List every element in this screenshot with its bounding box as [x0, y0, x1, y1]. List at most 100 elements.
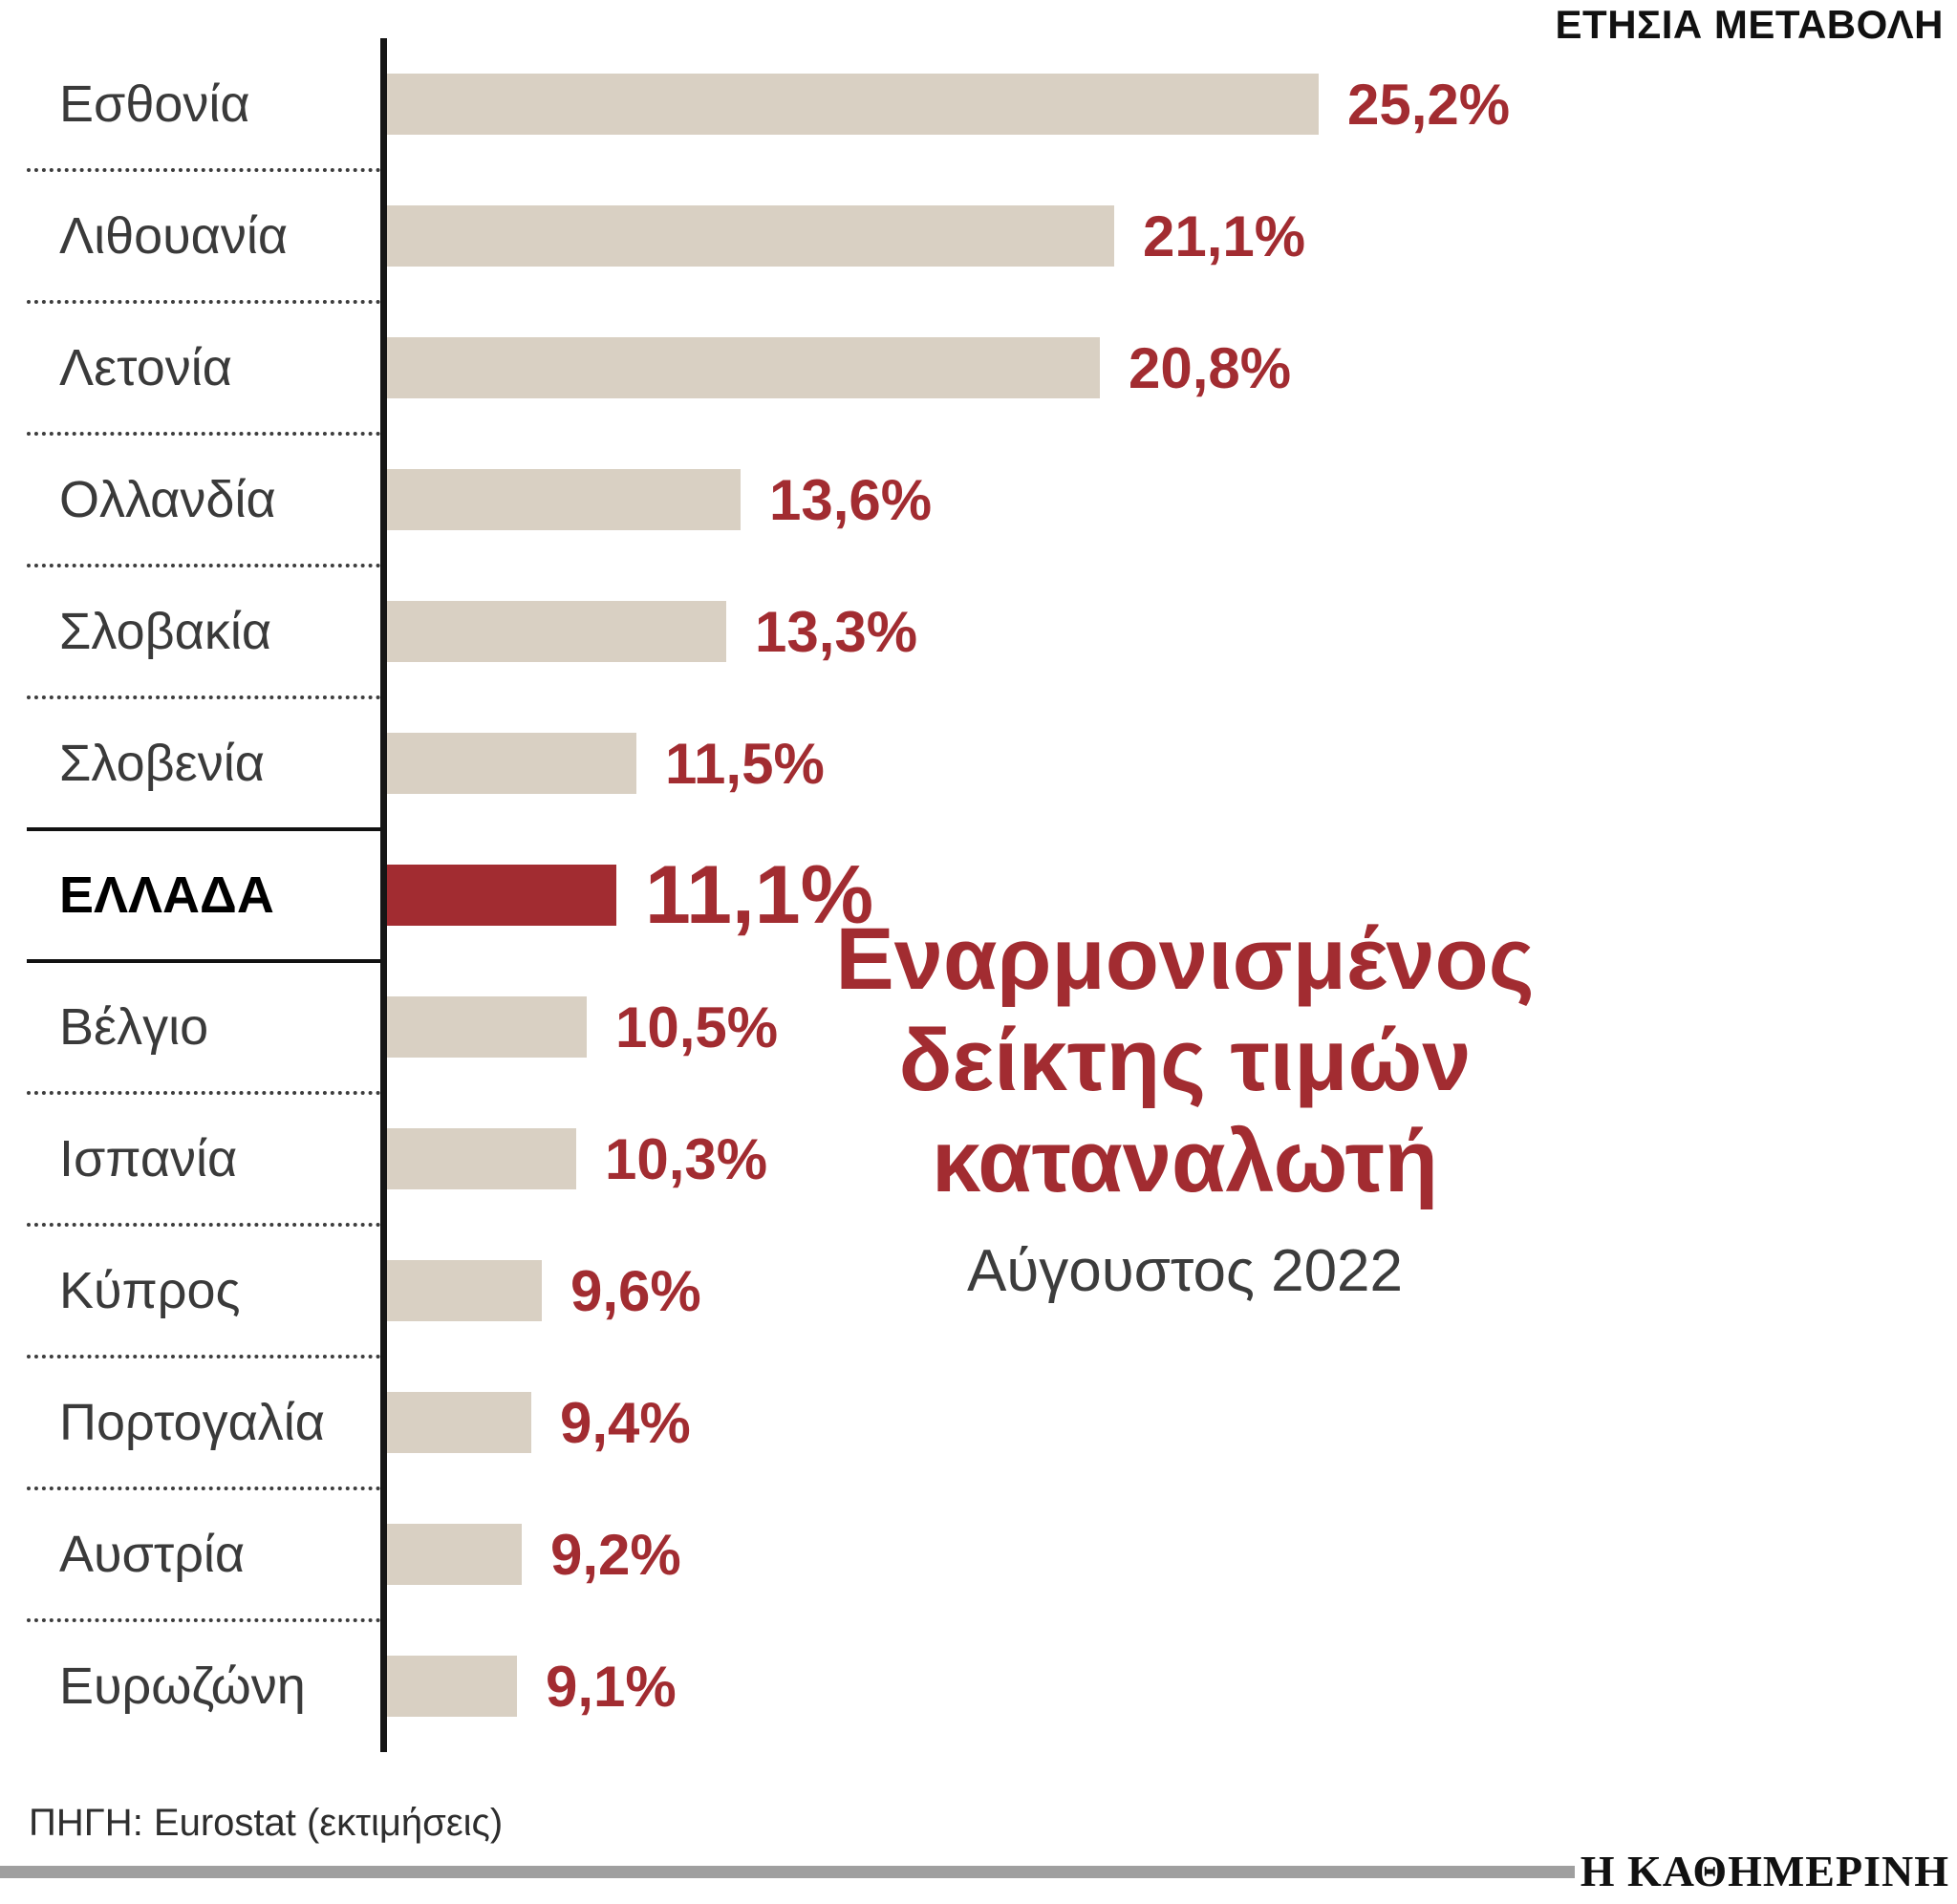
chart-row: Λετονία 20,8% — [0, 302, 1957, 436]
bar-cell: 20,8% — [380, 302, 1957, 434]
label-cell: Ισπανία — [0, 1093, 380, 1225]
brand-logo: Η ΚΑΘΗΜΕΡΙΝΗ — [1580, 1847, 1949, 1895]
source-note: ΠΗΓΗ: Eurostat (εκτιμήσεις) — [29, 1802, 504, 1844]
value-label: 25,2% — [1347, 72, 1511, 137]
chart-title-line-3: καταναλωτή — [931, 1112, 1439, 1210]
label-cell: Πορτογαλία — [0, 1357, 380, 1488]
chart-row: Ευρωζώνη 9,1% — [0, 1620, 1957, 1752]
chart-row: Κύπρος 9,6% — [0, 1225, 1957, 1358]
value-label: 20,8% — [1129, 335, 1292, 400]
chart-row: Σλοβακία 13,3% — [0, 566, 1957, 699]
label-cell: Ευρωζώνη — [0, 1620, 380, 1752]
bar-cell: 25,2% — [380, 38, 1957, 170]
country-label: Λιθουανία — [59, 207, 289, 265]
country-label: Σλοβακία — [59, 603, 272, 660]
value-bar — [387, 1524, 522, 1585]
chart-row: Ισπανία 10,3% — [0, 1093, 1957, 1227]
row-separator — [27, 1223, 380, 1227]
country-label: Κύπρος — [59, 1262, 241, 1319]
value-label: 9,4% — [560, 1390, 691, 1455]
chart-title-line-2: δείκτης τιμών — [898, 1011, 1472, 1109]
chart-row: Βέλγιο 10,5% — [0, 961, 1957, 1095]
country-label: Αυστρία — [59, 1526, 246, 1583]
bar-cell: 10,5% — [380, 961, 1957, 1093]
bar-cell: 13,6% — [380, 434, 1957, 566]
label-cell: Ολλανδία — [0, 434, 380, 566]
country-label: ΕΛΛΑΔΑ — [59, 866, 274, 924]
row-separator — [27, 564, 380, 567]
chart-row: Πορτογαλία 9,4% — [0, 1357, 1957, 1490]
value-label: 21,1% — [1143, 203, 1306, 268]
value-label: 9,2% — [550, 1522, 681, 1587]
axis-note: ΕΤΗΣΙΑ ΜΕΤΑΒΟΛΗ — [1555, 2, 1944, 47]
country-label: Ολλανδία — [59, 471, 276, 528]
value-label: 10,5% — [615, 995, 779, 1059]
value-bar — [387, 1392, 531, 1453]
row-separator — [27, 1487, 380, 1490]
country-label: Ευρωζώνη — [59, 1658, 306, 1715]
chart-title-line-1: Εναρμονισμένος — [835, 910, 1535, 1008]
label-cell: Εσθονία — [0, 38, 380, 170]
row-separator — [27, 959, 380, 963]
chart-row: Σλοβενία 11,5% — [0, 697, 1957, 831]
country-label: Εσθονία — [59, 75, 250, 133]
chart-row: Ολλανδία 13,6% — [0, 434, 1957, 567]
country-label: Σλοβενία — [59, 735, 265, 792]
bar-cell: 10,3% — [380, 1093, 1957, 1225]
value-bar — [387, 1260, 542, 1321]
value-bar — [387, 1128, 576, 1189]
label-cell: Αυστρία — [0, 1488, 380, 1620]
row-separator — [27, 1355, 380, 1358]
value-label: 9,1% — [546, 1654, 677, 1719]
chart-rows: Εσθονία 25,2% Λιθουανία 21,1% Λετονία 20… — [0, 38, 1957, 1752]
value-bar — [387, 205, 1114, 267]
label-cell: ΕΛΛΑΔΑ — [0, 829, 380, 961]
chart-title-block: Εναρμονισμένος δείκτης τιμών καταναλωτή … — [829, 909, 1540, 1305]
row-separator — [27, 1618, 380, 1622]
country-label: Λετονία — [59, 339, 232, 396]
bar-cell: 13,3% — [380, 566, 1957, 697]
value-label: 11,1% — [645, 848, 874, 941]
country-label: Πορτογαλία — [59, 1394, 326, 1451]
value-bar — [387, 74, 1319, 135]
chart-row: Λιθουανία 21,1% — [0, 170, 1957, 304]
value-label: 13,6% — [769, 467, 933, 532]
chart-row: Εσθονία 25,2% — [0, 38, 1957, 172]
chart-subtitle: Αύγουστος 2022 — [966, 1238, 1404, 1305]
value-label: 13,3% — [755, 599, 918, 664]
bar-cell: 9,2% — [380, 1488, 1957, 1620]
bar-cell: 9,6% — [380, 1225, 1957, 1357]
value-bar — [387, 865, 616, 926]
bar-cell: 21,1% — [380, 170, 1957, 302]
value-bar — [387, 469, 741, 530]
brand-divider — [0, 1866, 1575, 1878]
value-bar — [387, 733, 636, 794]
value-label: 10,3% — [605, 1126, 768, 1191]
row-separator — [27, 168, 380, 172]
bar-cell: 11,5% — [380, 697, 1957, 829]
chart-row: Αυστρία 9,2% — [0, 1488, 1957, 1622]
label-cell: Βέλγιο — [0, 961, 380, 1093]
value-bar — [387, 601, 726, 662]
label-cell: Σλοβακία — [0, 566, 380, 697]
bar-cell: 9,4% — [380, 1357, 1957, 1488]
country-label: Βέλγιο — [59, 998, 209, 1056]
label-cell: Λιθουανία — [0, 170, 380, 302]
bar-cell: 11,1% — [380, 829, 1957, 961]
country-label: Ισπανία — [59, 1130, 238, 1187]
row-separator — [27, 300, 380, 304]
row-separator — [27, 695, 380, 699]
row-separator — [27, 1091, 380, 1095]
row-separator — [27, 432, 380, 436]
label-cell: Λετονία — [0, 302, 380, 434]
value-bar — [387, 337, 1100, 398]
value-bar — [387, 1656, 517, 1717]
value-label: 9,6% — [570, 1258, 701, 1323]
label-cell: Σλοβενία — [0, 697, 380, 829]
value-bar — [387, 996, 587, 1058]
bar-cell: 9,1% — [380, 1620, 1957, 1752]
chart-row: ΕΛΛΑΔΑ 11,1% — [0, 829, 1957, 963]
row-separator — [27, 827, 380, 831]
label-cell: Κύπρος — [0, 1225, 380, 1357]
